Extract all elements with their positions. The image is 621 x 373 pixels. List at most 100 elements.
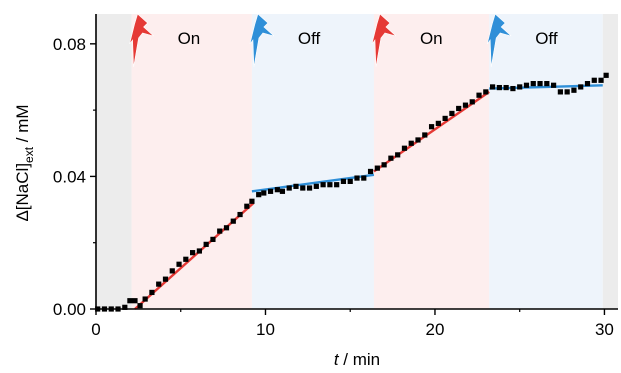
- axes: [95, 14, 618, 310]
- data-point: [415, 137, 421, 143]
- data-point: [544, 81, 550, 87]
- y-axis-title-suffix: / mM: [13, 104, 32, 147]
- data-point: [537, 81, 543, 87]
- data-point: [286, 185, 292, 191]
- data-point: [483, 89, 489, 95]
- phase-band-off: [251, 14, 374, 309]
- data-point: [374, 165, 380, 171]
- data-point: [237, 211, 243, 218]
- data-point: [591, 77, 597, 83]
- x-tick-label: 10: [256, 320, 275, 339]
- data-point: [354, 175, 360, 181]
- phase-label-on: On: [420, 29, 443, 48]
- data-point: [503, 84, 509, 91]
- data-point: [510, 85, 516, 92]
- y-axis-title-prefix: Δ[NaCl]: [13, 163, 32, 222]
- data-point: [449, 110, 455, 117]
- data-point: [428, 124, 435, 130]
- data-point: [183, 256, 189, 262]
- off-lightning-icon: [249, 13, 275, 68]
- data-point: [327, 182, 333, 188]
- data-point: [137, 303, 143, 309]
- data-point: [169, 268, 175, 274]
- phase-band-on: [373, 14, 490, 309]
- data-point: [156, 281, 162, 287]
- data-point: [564, 89, 570, 95]
- data-point: [550, 82, 557, 88]
- data-point: [381, 162, 387, 168]
- phase-band-none: [96, 14, 132, 309]
- data-point: [149, 289, 155, 296]
- phase-label-on: On: [178, 29, 201, 48]
- phase-band-off: [489, 14, 603, 309]
- data-point: [230, 218, 236, 224]
- x-tick-label: 20: [426, 320, 445, 339]
- y-axis-title-sub: ext: [22, 146, 36, 163]
- x-tick-label: 30: [595, 320, 614, 339]
- data-point: [127, 298, 133, 304]
- data-point: [132, 298, 138, 304]
- y-tick-label: 0.00: [53, 300, 86, 319]
- data-point: [217, 228, 223, 234]
- x-tick-label: 0: [91, 320, 100, 339]
- data-point: [489, 84, 496, 90]
- x-axis-title: t / min: [334, 350, 380, 369]
- data-point: [603, 72, 609, 78]
- data-point: [408, 140, 414, 146]
- on-lightning-icon: [371, 13, 397, 68]
- data-point: [571, 87, 577, 93]
- y-tick-label: 0.04: [53, 167, 86, 186]
- data-point: [523, 82, 530, 88]
- on-lightning-icon: [129, 13, 154, 68]
- data-point: [300, 185, 306, 191]
- data-point: [456, 105, 462, 112]
- y-axis-title: Δ[NaCl]ext / mM: [13, 104, 36, 221]
- phase-label-off: Off: [535, 29, 558, 48]
- data-point: [395, 152, 401, 158]
- data-point: [176, 261, 182, 267]
- data-point: [306, 185, 313, 191]
- data-point: [401, 145, 408, 151]
- fit-line-off: [251, 173, 375, 193]
- data-point: [320, 182, 326, 188]
- data-point: [244, 203, 250, 209]
- data-point: [517, 84, 523, 90]
- data-point: [422, 132, 428, 138]
- data-point: [249, 198, 255, 204]
- phase-label-off: Off: [298, 29, 321, 48]
- data-point: [557, 89, 563, 95]
- data-point: [578, 84, 584, 90]
- data-point: [203, 241, 209, 247]
- phase-labels: On Off On Off: [178, 29, 558, 48]
- data-point: [367, 168, 374, 175]
- data-point: [388, 155, 394, 161]
- data-point: [313, 183, 319, 189]
- data-point: [435, 120, 441, 126]
- data-point: [598, 77, 604, 83]
- data-point: [361, 175, 367, 181]
- data-point: [256, 192, 262, 198]
- x-axis-title-rest: / min: [339, 350, 381, 369]
- phase-bands: [96, 14, 618, 309]
- data-point: [340, 178, 347, 184]
- phase-icons: [129, 13, 512, 68]
- data-point: [142, 296, 148, 302]
- y-tick-label: 0.08: [53, 35, 86, 54]
- data-point: [261, 190, 267, 196]
- data-point: [347, 178, 353, 184]
- data-point: [223, 225, 230, 231]
- data-point: [196, 248, 202, 254]
- x-axis-title-italic: t: [334, 350, 340, 369]
- data-point: [267, 188, 274, 194]
- ticks: 0 10 20 30 0.00 0.04 0.08: [53, 35, 614, 339]
- data-point: [584, 81, 591, 87]
- phase-band-none: [602, 14, 618, 309]
- data-point: [210, 236, 216, 242]
- off-lightning-icon: [486, 13, 512, 68]
- data-point: [469, 99, 475, 105]
- phase-band-on: [131, 14, 252, 309]
- data-point: [530, 81, 536, 87]
- data-point: [279, 188, 286, 194]
- data-point: [442, 115, 448, 122]
